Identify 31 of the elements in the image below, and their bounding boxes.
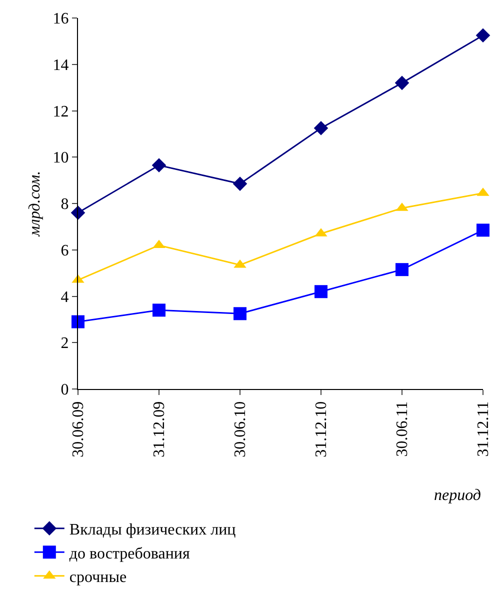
y-tick-label: 14 bbox=[52, 56, 69, 74]
point bbox=[232, 176, 248, 191]
x-tick-label: 30.06.10 bbox=[232, 401, 250, 458]
x-tick-label: 30.06.11 bbox=[394, 401, 412, 457]
point bbox=[152, 158, 166, 172]
point bbox=[476, 224, 490, 237]
x-tick-label: 31.12.09 bbox=[151, 401, 168, 458]
x-tick-label: 31.12.10 bbox=[313, 401, 330, 458]
legend-label: Вклады физических лиц bbox=[69, 522, 236, 539]
point bbox=[152, 304, 166, 317]
y-tick-label: 0 bbox=[60, 382, 69, 399]
y-tick-label: 12 bbox=[52, 103, 69, 120]
legend-label: срочные bbox=[69, 569, 127, 586]
point bbox=[234, 307, 246, 320]
y-tick-label: 8 bbox=[60, 196, 69, 214]
point bbox=[314, 120, 328, 136]
y-tick-label: 16 bbox=[52, 10, 69, 28]
x-tick-label: 30.06.09 bbox=[70, 401, 88, 458]
y-tick-label: 4 bbox=[60, 288, 69, 306]
point bbox=[314, 285, 328, 298]
y-axis-title: млрд.сом. bbox=[26, 170, 44, 238]
x-tick-label: 31.12.11 bbox=[475, 401, 492, 457]
y-tick-label: 10 bbox=[52, 150, 69, 167]
y-tick-label: 2 bbox=[60, 335, 69, 352]
y-tick-label: 6 bbox=[60, 242, 69, 260]
point bbox=[396, 263, 408, 276]
x-axis-title: период bbox=[434, 487, 481, 504]
point bbox=[72, 315, 84, 328]
point bbox=[476, 28, 490, 43]
point bbox=[394, 76, 410, 90]
legend-label: до востребования bbox=[69, 545, 190, 562]
